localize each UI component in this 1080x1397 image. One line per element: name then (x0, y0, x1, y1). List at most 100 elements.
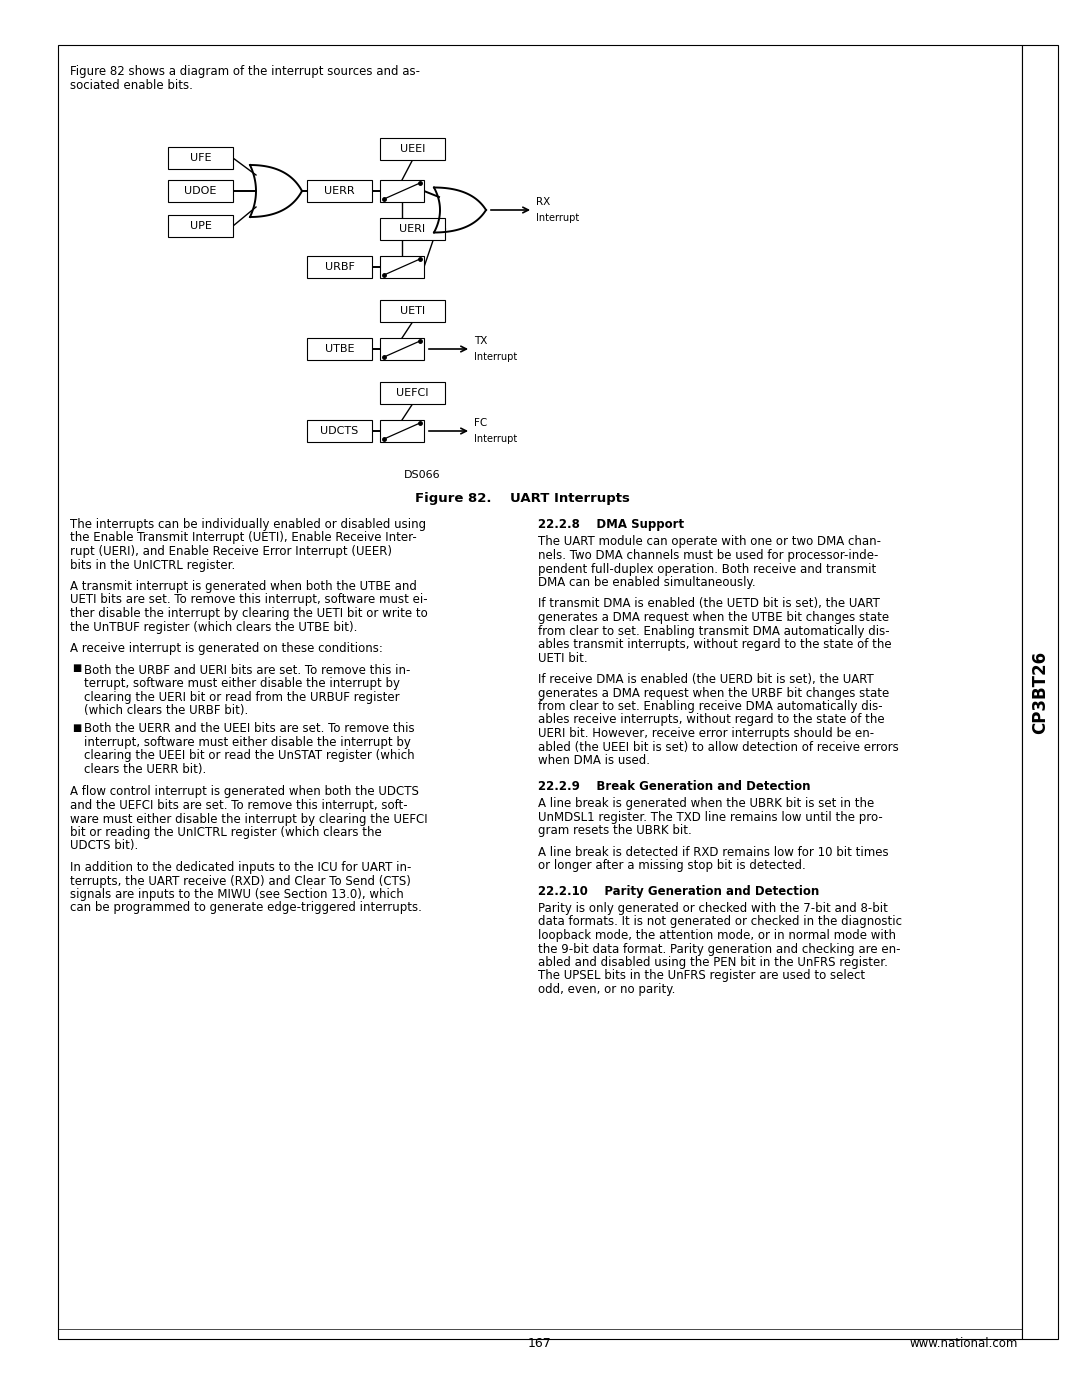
Text: UDCTS: UDCTS (321, 426, 359, 436)
Bar (380, 420, 424, 441)
Text: A flow control interrupt is generated when both the UDCTS: A flow control interrupt is generated wh… (70, 785, 419, 799)
Text: ware must either disable the interrupt by clearing the UEFCI: ware must either disable the interrupt b… (70, 813, 428, 826)
Text: The interrupts can be individually enabled or disabled using: The interrupts can be individually enabl… (70, 518, 427, 531)
Text: UERI: UERI (400, 224, 426, 235)
Text: CP3BT26: CP3BT26 (1031, 651, 1049, 733)
Bar (307, 338, 372, 360)
Text: terrupt, software must either disable the interrupt by: terrupt, software must either disable th… (84, 678, 400, 690)
Bar (307, 420, 372, 441)
Text: DMA can be enabled simultaneously.: DMA can be enabled simultaneously. (538, 576, 756, 590)
Bar (380, 256, 424, 278)
Text: pendent full-duplex operation. Both receive and transmit: pendent full-duplex operation. Both rece… (538, 563, 876, 576)
Text: UDCTS bit).: UDCTS bit). (70, 840, 138, 852)
Text: Interrupt: Interrupt (474, 434, 517, 444)
Text: Figure 82.    UART Interrupts: Figure 82. UART Interrupts (415, 492, 630, 504)
Text: and the UEFCI bits are set. To remove this interrupt, soft-: and the UEFCI bits are set. To remove th… (70, 799, 407, 812)
Text: A line break is detected if RXD remains low for 10 bit times: A line break is detected if RXD remains … (538, 845, 889, 859)
Text: UERR: UERR (324, 186, 355, 196)
Text: Interrupt: Interrupt (536, 212, 579, 224)
Text: 22.2.8    DMA Support: 22.2.8 DMA Support (538, 518, 684, 531)
Text: terrupts, the UART receive (RXD) and Clear To Send (CTS): terrupts, the UART receive (RXD) and Cle… (70, 875, 410, 887)
Text: sociated enable bits.: sociated enable bits. (70, 80, 193, 92)
Text: UETI bit.: UETI bit. (538, 651, 588, 665)
Text: URBF: URBF (325, 263, 354, 272)
Text: DS066: DS066 (404, 469, 441, 481)
Text: UFE: UFE (190, 154, 212, 163)
Text: ables transmit interrupts, without regard to the state of the: ables transmit interrupts, without regar… (538, 638, 892, 651)
Bar (380, 218, 445, 240)
Text: the Enable Transmit Interrupt (UETI), Enable Receive Inter-: the Enable Transmit Interrupt (UETI), En… (70, 531, 417, 545)
Text: generates a DMA request when the UTBE bit changes state: generates a DMA request when the UTBE bi… (538, 610, 889, 624)
Text: FC: FC (474, 418, 487, 427)
Text: the 9-bit data format. Parity generation and checking are en-: the 9-bit data format. Parity generation… (538, 943, 901, 956)
Bar (168, 215, 233, 237)
Text: clearing the UERI bit or read from the URBUF register: clearing the UERI bit or read from the U… (84, 690, 400, 704)
Text: Parity is only generated or checked with the 7-bit and 8-bit: Parity is only generated or checked with… (538, 902, 888, 915)
Text: interrupt, software must either disable the interrupt by: interrupt, software must either disable … (84, 736, 410, 749)
Text: In addition to the dedicated inputs to the ICU for UART in-: In addition to the dedicated inputs to t… (70, 861, 411, 875)
Text: UETI: UETI (400, 306, 426, 316)
Bar (168, 147, 233, 169)
Text: UEFCI: UEFCI (396, 388, 429, 398)
Text: TX: TX (474, 337, 487, 346)
Text: UDOE: UDOE (185, 186, 217, 196)
Text: from clear to set. Enabling receive DMA automatically dis-: from clear to set. Enabling receive DMA … (538, 700, 882, 712)
Text: rupt (UERI), and Enable Receive Error Interrupt (UEER): rupt (UERI), and Enable Receive Error In… (70, 545, 392, 557)
Text: RX: RX (536, 197, 550, 207)
Text: loopback mode, the attention mode, or in normal mode with: loopback mode, the attention mode, or in… (538, 929, 896, 942)
Text: A transmit interrupt is generated when both the UTBE and: A transmit interrupt is generated when b… (70, 580, 417, 592)
Text: (which clears the URBF bit).: (which clears the URBF bit). (84, 704, 248, 717)
Text: UPE: UPE (190, 221, 212, 231)
Text: bits in the UnICTRL register.: bits in the UnICTRL register. (70, 559, 235, 571)
Bar (307, 256, 372, 278)
Text: abled and disabled using the PEN bit in the UnFRS register.: abled and disabled using the PEN bit in … (538, 956, 888, 970)
Bar (58, 45, 1022, 1338)
Text: ■: ■ (72, 664, 81, 673)
Text: abled (the UEEI bit is set) to allow detection of receive errors: abled (the UEEI bit is set) to allow det… (538, 740, 899, 753)
Text: 22.2.9    Break Generation and Detection: 22.2.9 Break Generation and Detection (538, 780, 810, 792)
Text: when DMA is used.: when DMA is used. (538, 754, 650, 767)
Text: If transmit DMA is enabled (the UETD bit is set), the UART: If transmit DMA is enabled (the UETD bit… (538, 598, 880, 610)
Text: UTBE: UTBE (325, 344, 354, 353)
Text: ■: ■ (72, 722, 81, 732)
Bar (1022, 45, 1058, 1338)
Text: can be programmed to generate edge-triggered interrupts.: can be programmed to generate edge-trigg… (70, 901, 422, 915)
Bar (380, 138, 445, 161)
Text: UnMDSL1 register. The TXD line remains low until the pro-: UnMDSL1 register. The TXD line remains l… (538, 810, 882, 823)
Text: nels. Two DMA channels must be used for processor-inde-: nels. Two DMA channels must be used for … (538, 549, 878, 562)
Text: or longer after a missing stop bit is detected.: or longer after a missing stop bit is de… (538, 859, 806, 872)
Text: odd, even, or no parity.: odd, even, or no parity. (538, 983, 675, 996)
Text: data formats. It is not generated or checked in the diagnostic: data formats. It is not generated or che… (538, 915, 902, 929)
Text: 167: 167 (528, 1337, 552, 1350)
Text: ables receive interrupts, without regard to the state of the: ables receive interrupts, without regard… (538, 714, 885, 726)
Text: A receive interrupt is generated on these conditions:: A receive interrupt is generated on thes… (70, 643, 383, 655)
Bar (380, 338, 424, 360)
Bar (168, 180, 233, 203)
Text: the UnTBUF register (which clears the UTBE bit).: the UnTBUF register (which clears the UT… (70, 620, 357, 633)
Text: The UART module can operate with one or two DMA chan-: The UART module can operate with one or … (538, 535, 881, 549)
Text: generates a DMA request when the URBF bit changes state: generates a DMA request when the URBF bi… (538, 686, 889, 700)
Text: UETI bits are set. To remove this interrupt, software must ei-: UETI bits are set. To remove this interr… (70, 594, 428, 606)
Bar (307, 180, 372, 203)
Text: bit or reading the UnICTRL register (which clears the: bit or reading the UnICTRL register (whi… (70, 826, 381, 840)
Text: ther disable the interrupt by clearing the UETI bit or write to: ther disable the interrupt by clearing t… (70, 608, 428, 620)
Text: gram resets the UBRK bit.: gram resets the UBRK bit. (538, 824, 692, 837)
Text: clearing the UEEI bit or read the UnSTAT register (which: clearing the UEEI bit or read the UnSTAT… (84, 750, 415, 763)
Text: A line break is generated when the UBRK bit is set in the: A line break is generated when the UBRK … (538, 798, 874, 810)
Bar (380, 381, 445, 404)
Text: Figure 82 shows a diagram of the interrupt sources and as-: Figure 82 shows a diagram of the interru… (70, 66, 420, 78)
Text: clears the UERR bit).: clears the UERR bit). (84, 763, 206, 775)
Text: UEEI: UEEI (400, 144, 426, 154)
Text: UERI bit. However, receive error interrupts should be en-: UERI bit. However, receive error interru… (538, 726, 874, 740)
Text: from clear to set. Enabling transmit DMA automatically dis-: from clear to set. Enabling transmit DMA… (538, 624, 890, 637)
Text: If receive DMA is enabled (the UERD bit is set), the UART: If receive DMA is enabled (the UERD bit … (538, 673, 874, 686)
Text: 22.2.10    Parity Generation and Detection: 22.2.10 Parity Generation and Detection (538, 884, 820, 897)
Text: www.national.com: www.national.com (909, 1337, 1018, 1350)
Text: Both the UERR and the UEEI bits are set. To remove this: Both the UERR and the UEEI bits are set.… (84, 722, 415, 735)
Bar (380, 300, 445, 321)
Text: Both the URBF and UERI bits are set. To remove this in-: Both the URBF and UERI bits are set. To … (84, 664, 410, 676)
Text: Interrupt: Interrupt (474, 352, 517, 362)
Text: signals are inputs to the MIWU (see Section 13.0), which: signals are inputs to the MIWU (see Sect… (70, 888, 404, 901)
Text: The UPSEL bits in the UnFRS register are used to select: The UPSEL bits in the UnFRS register are… (538, 970, 865, 982)
Bar (380, 180, 424, 203)
